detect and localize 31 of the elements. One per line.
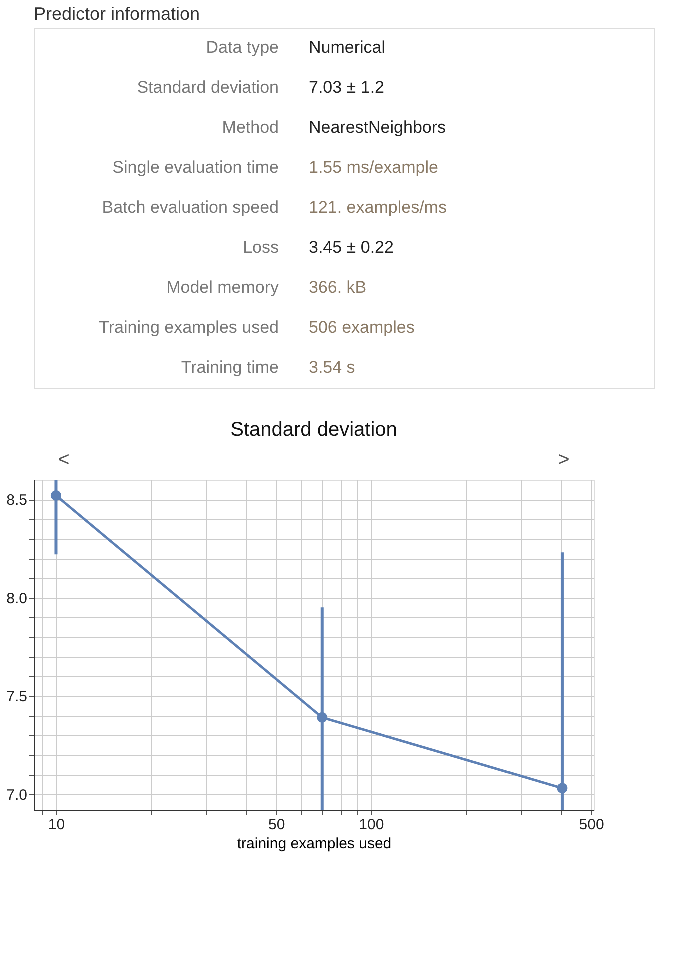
category-label: Training time bbox=[181, 358, 279, 377]
y-tick-label: 8.5 bbox=[6, 492, 28, 510]
text: 366. kB bbox=[309, 278, 367, 297]
text: 3.45 ± 0.22 bbox=[309, 238, 394, 257]
category-label: Training examples used bbox=[99, 318, 279, 337]
text: < bbox=[58, 449, 70, 471]
text: > bbox=[558, 449, 570, 471]
y-tick-label: 7.5 bbox=[6, 688, 28, 706]
y-tick-label: 8.0 bbox=[6, 590, 28, 608]
x-tick-label: 100 bbox=[359, 816, 384, 834]
text: Predictor information bbox=[34, 4, 200, 24]
text: 121. examples/ms bbox=[309, 198, 447, 217]
x-tick-label: 50 bbox=[268, 816, 286, 834]
chart-title: Standard deviation bbox=[230, 419, 398, 441]
text: 1.55 ms/example bbox=[309, 158, 438, 177]
text: 3.54 s bbox=[309, 358, 356, 377]
category-label: Loss bbox=[243, 238, 279, 257]
text: NearestNeighbors bbox=[309, 118, 446, 137]
category-label: Method bbox=[222, 118, 279, 137]
text: 506 examples bbox=[309, 318, 415, 337]
category-label: Data type bbox=[206, 38, 279, 57]
category-label: Single evaluation time bbox=[112, 158, 279, 177]
category-label: Standard deviation bbox=[137, 78, 279, 97]
text: 7.03 ± 1.2 bbox=[309, 78, 384, 97]
x-tick-label: 500 bbox=[579, 816, 604, 834]
x-axis-title: training examples used bbox=[237, 836, 392, 852]
category-label: Model memory bbox=[166, 278, 280, 297]
y-tick-label: 7.0 bbox=[6, 786, 28, 804]
text: Numerical bbox=[309, 38, 386, 57]
x-tick-label: 10 bbox=[48, 816, 66, 834]
category-label: Batch evaluation speed bbox=[102, 198, 279, 217]
